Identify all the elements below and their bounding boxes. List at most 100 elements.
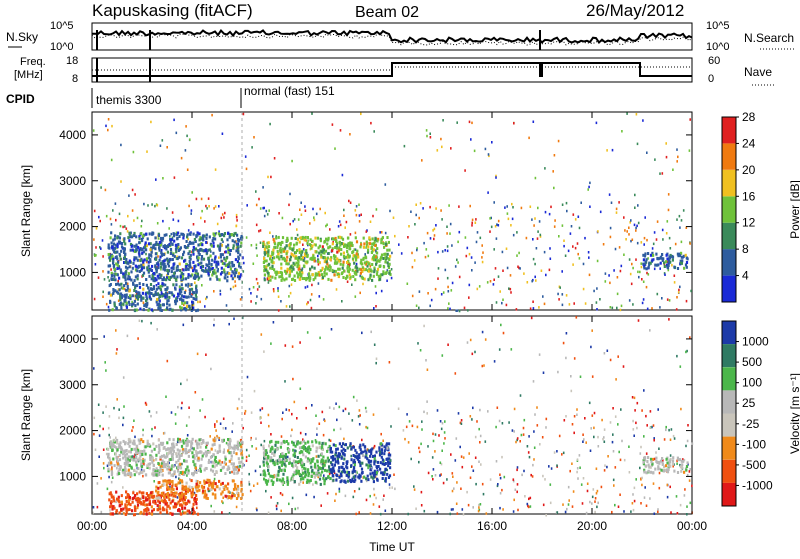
data-cell xyxy=(170,248,172,251)
noise-point xyxy=(464,307,466,310)
noise-point xyxy=(510,274,512,277)
noise-point xyxy=(573,213,575,216)
noise-point xyxy=(689,149,691,152)
noise-point xyxy=(291,429,293,432)
noise-point xyxy=(269,232,271,235)
data-cell xyxy=(234,494,236,497)
data-cell xyxy=(327,278,329,281)
noise-point xyxy=(401,252,403,255)
noise-point xyxy=(94,417,96,420)
noise-point xyxy=(459,276,461,279)
noise-point xyxy=(336,288,338,291)
noise-point xyxy=(537,237,539,240)
data-cell xyxy=(379,278,381,281)
data-cell xyxy=(214,255,216,258)
noise-point xyxy=(426,135,428,138)
noise-point xyxy=(448,290,450,293)
noise-point xyxy=(680,504,682,507)
data-cell xyxy=(166,511,168,514)
noise-point xyxy=(353,396,355,399)
data-cell xyxy=(214,260,216,263)
noise-point xyxy=(323,434,325,437)
noise-point xyxy=(245,410,247,413)
data-cell xyxy=(198,256,200,259)
data-cell xyxy=(171,480,173,483)
data-cell xyxy=(374,238,376,241)
data-cell xyxy=(146,266,148,269)
noise-point xyxy=(670,247,672,250)
data-cell xyxy=(333,273,335,276)
noise-point xyxy=(201,198,203,201)
noise-point xyxy=(406,426,408,429)
data-cell xyxy=(155,241,157,244)
data-cell xyxy=(139,270,141,273)
noise-point xyxy=(624,229,626,232)
noise-point xyxy=(511,348,513,351)
noise-point xyxy=(613,479,615,482)
data-cell xyxy=(335,239,337,242)
data-cell xyxy=(150,298,152,301)
data-cell xyxy=(370,268,372,271)
data-cell xyxy=(119,241,121,244)
noise-point xyxy=(398,243,400,246)
data-cell xyxy=(162,480,164,483)
noise-point xyxy=(653,439,655,442)
noise-point xyxy=(302,481,304,484)
noise-point xyxy=(574,415,576,418)
noise-point xyxy=(276,508,278,511)
data-cell xyxy=(114,268,116,271)
data-cell xyxy=(324,256,326,259)
data-cell xyxy=(234,448,236,451)
data-cell xyxy=(303,259,305,262)
data-cell xyxy=(140,462,142,465)
noise-point xyxy=(497,483,499,486)
data-cell xyxy=(195,285,197,288)
noise-point xyxy=(108,306,110,309)
noise-point xyxy=(122,226,124,229)
data-cell xyxy=(131,303,133,306)
data-cell xyxy=(669,256,671,259)
noise-point xyxy=(339,406,341,409)
noise-point xyxy=(532,238,534,241)
freq-unit: [MHz] xyxy=(14,69,43,81)
noise-point xyxy=(552,170,554,173)
noise-point xyxy=(471,269,473,272)
data-cell xyxy=(166,302,168,305)
data-cell xyxy=(307,447,309,450)
data-cell xyxy=(237,444,239,447)
noise-point xyxy=(676,495,678,498)
data-cell xyxy=(237,488,239,491)
noise-point xyxy=(220,290,222,293)
data-cell xyxy=(286,256,288,259)
data-cell xyxy=(185,246,187,249)
data-cell xyxy=(291,237,293,240)
data-cell xyxy=(157,508,159,511)
data-cell xyxy=(668,261,670,264)
noise-point xyxy=(563,240,565,243)
noise-point xyxy=(634,207,636,210)
data-cell xyxy=(388,249,390,252)
noise-point xyxy=(380,433,382,436)
data-cell xyxy=(348,247,350,250)
data-cell xyxy=(224,485,226,488)
noise-point xyxy=(382,498,384,501)
noise-point xyxy=(478,510,480,513)
noise-point xyxy=(659,306,661,309)
noise-point xyxy=(546,418,548,421)
data-cell xyxy=(681,262,683,265)
colorbar-segment xyxy=(722,276,736,302)
noise-point xyxy=(331,328,333,331)
noise-point xyxy=(559,435,561,438)
noise-point xyxy=(637,242,639,245)
data-cell xyxy=(374,454,376,457)
data-cell xyxy=(233,244,235,247)
data-cell xyxy=(158,246,160,249)
data-cell xyxy=(274,277,276,280)
noise-point xyxy=(258,230,260,233)
nave-tick-top: 60 xyxy=(708,55,720,67)
data-cell xyxy=(141,465,143,468)
noise-point xyxy=(379,505,381,508)
noise-point xyxy=(391,277,393,280)
data-cell xyxy=(207,272,209,275)
data-cell xyxy=(222,482,224,485)
